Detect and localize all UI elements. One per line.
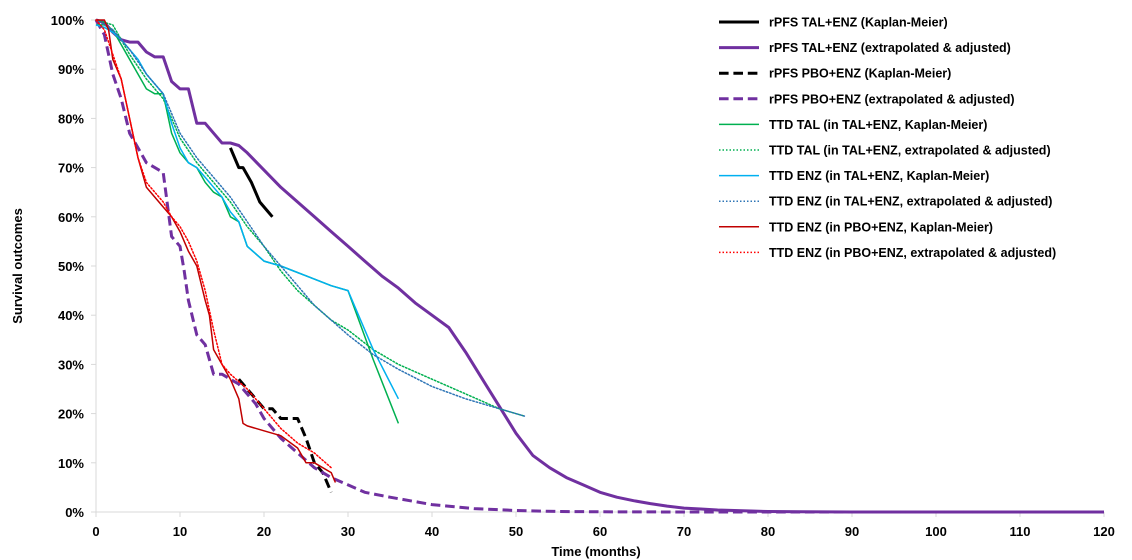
x-axis-title: Time (months) (551, 544, 640, 559)
x-tick-label: 0 (92, 524, 99, 539)
y-tick-label: 60% (58, 210, 84, 225)
x-tick-label: 30 (341, 524, 355, 539)
series-line-4 (94, 19, 1104, 514)
x-tick-label: 60 (593, 524, 607, 539)
legend-label-5: TTD TAL (in TAL+ENZ, Kaplan-Meier) (769, 118, 987, 132)
legend-label-3: rPFS PBO+ENZ (Kaplan-Meier) (769, 67, 951, 81)
series-line-6 (95, 19, 526, 417)
x-tick-label: 50 (509, 524, 523, 539)
x-tick-label: 120 (1093, 524, 1115, 539)
y-tick-label: 70% (58, 161, 84, 176)
x-tick-label: 10 (173, 524, 187, 539)
x-tick-label: 110 (1010, 524, 1031, 539)
y-tick-label: 40% (58, 308, 84, 323)
y-axis-title: Survival outcomes (10, 208, 25, 324)
series-line-10 (95, 19, 332, 469)
y-tick-label: 80% (58, 111, 84, 126)
y-tick-label: 20% (58, 407, 84, 422)
series-line-8 (95, 19, 526, 417)
series-line-2 (95, 18, 1104, 514)
series-line-5 (96, 24, 400, 424)
y-tick-label: 10% (58, 456, 84, 471)
legend-label-1: rPFS TAL+ENZ (Kaplan-Meier) (769, 16, 948, 30)
legend: rPFS TAL+ENZ (Kaplan-Meier) rPFS TAL+ENZ … (719, 16, 1056, 260)
axes-layer: 0 10 20 30 40 50 60 70 80 90 100 110 120 0% 10% 20% 30% 4… (10, 13, 1115, 559)
series-layer (94, 18, 1104, 514)
y-tick-label: 30% (58, 357, 84, 372)
legend-label-2: rPFS TAL+ENZ (extrapolated & adjusted) (769, 41, 1011, 55)
legend-label-10: TTD ENZ (in PBO+ENZ, extrapolated & adju… (769, 246, 1056, 260)
x-tick-label: 20 (257, 524, 271, 539)
legend-label-4: rPFS PBO+ENZ (extrapolated & adjusted) (769, 92, 1015, 106)
x-tick-label: 80 (761, 524, 775, 539)
x-tick-label: 70 (677, 524, 691, 539)
y-tick-label: 100% (51, 13, 85, 28)
x-tick-label: 90 (845, 524, 859, 539)
legend-label-9: TTD ENZ (in PBO+ENZ, Kaplan-Meier) (769, 220, 993, 234)
x-tick-label: 40 (425, 524, 439, 539)
legend-label-6: TTD TAL (in TAL+ENZ, extrapolated & adju… (769, 144, 1051, 158)
x-tick-label: 100 (925, 524, 947, 539)
y-tick-label: 90% (58, 62, 84, 77)
series-line-1 (229, 147, 274, 218)
y-tick-label: 50% (58, 259, 84, 274)
y-tick-label: 0% (65, 505, 84, 520)
series-line-9 (96, 19, 337, 483)
legend-label-8: TTD ENZ (in TAL+ENZ, extrapolated & adju… (769, 195, 1052, 209)
legend-label-7: TTD ENZ (in TAL+ENZ, Kaplan-Meier) (769, 169, 989, 183)
